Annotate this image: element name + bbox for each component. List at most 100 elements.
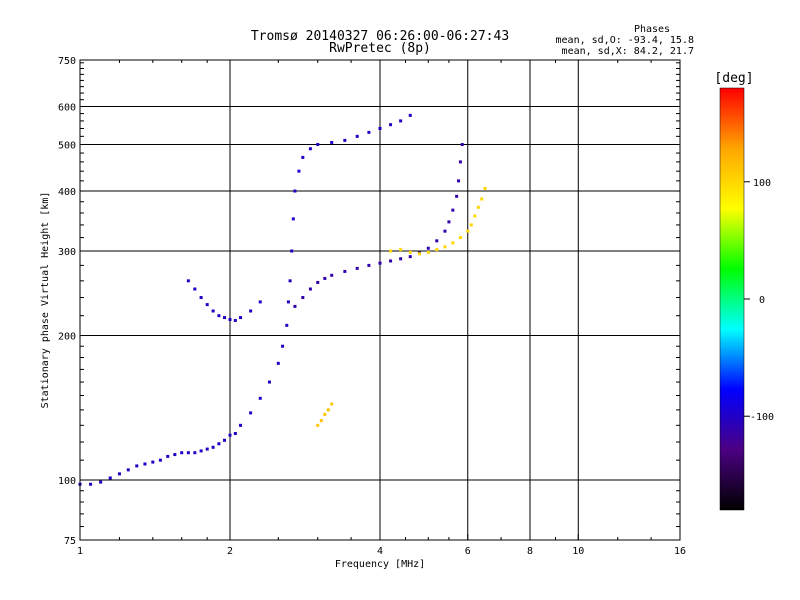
- data-point: [323, 276, 327, 280]
- colorbar-tick-label: 100: [753, 178, 771, 189]
- data-point: [330, 273, 334, 277]
- data-point: [228, 317, 232, 321]
- data-point: [276, 361, 280, 365]
- data-points: [78, 113, 487, 486]
- data-point: [458, 236, 462, 240]
- data-point: [408, 255, 412, 259]
- y-tick-label: 75: [64, 536, 76, 547]
- data-point: [286, 300, 290, 304]
- x-axis-label: Frequency [MHz]: [335, 559, 425, 570]
- data-point: [186, 451, 190, 455]
- x-tick-label: 1: [77, 546, 83, 557]
- data-point: [258, 396, 262, 400]
- data-point: [217, 314, 221, 318]
- data-point: [426, 246, 430, 250]
- data-point: [193, 451, 197, 455]
- data-point: [193, 287, 197, 291]
- data-point: [297, 169, 301, 173]
- data-point: [258, 300, 262, 304]
- data-point: [199, 296, 203, 300]
- data-point: [460, 143, 464, 147]
- data-point: [408, 250, 412, 254]
- data-point: [316, 143, 320, 147]
- data-point: [330, 140, 334, 144]
- data-point: [301, 155, 305, 159]
- data-point: [89, 482, 93, 486]
- x-tick-label: 8: [527, 546, 533, 557]
- data-point: [426, 250, 430, 254]
- data-point: [480, 197, 484, 201]
- colorbar: [719, 87, 745, 511]
- data-point: [143, 462, 147, 466]
- data-point: [223, 438, 227, 442]
- data-point: [249, 411, 253, 415]
- data-point: [443, 229, 447, 233]
- stats-heading: Phases: [634, 24, 670, 35]
- data-point: [367, 130, 371, 134]
- data-point: [343, 269, 347, 273]
- data-point: [228, 433, 232, 437]
- data-point: [186, 279, 190, 283]
- data-point: [323, 412, 327, 416]
- data-point: [99, 480, 103, 484]
- data-point: [291, 217, 295, 221]
- data-point: [151, 460, 155, 464]
- data-point: [173, 453, 177, 457]
- data-point: [435, 248, 439, 252]
- data-point: [378, 126, 382, 130]
- data-point: [211, 445, 215, 449]
- data-point: [389, 259, 393, 263]
- data-point: [211, 309, 215, 313]
- data-point: [319, 419, 323, 423]
- x-tick-label: 2: [227, 546, 233, 557]
- x-tick-label: 6: [465, 546, 471, 557]
- data-point: [135, 464, 139, 468]
- data-point: [239, 316, 243, 320]
- data-point: [389, 249, 393, 253]
- data-point: [293, 304, 297, 308]
- data-point: [457, 179, 461, 183]
- x-axis: 1 2 4 6 8 10 16: [77, 60, 686, 557]
- y-tick-label: 400: [58, 187, 76, 198]
- data-point: [205, 447, 209, 451]
- data-point: [389, 123, 393, 127]
- data-point: [281, 344, 285, 348]
- data-point: [158, 458, 162, 462]
- y-tick-label: 300: [58, 247, 76, 258]
- x-tick-label: 4: [377, 546, 383, 557]
- data-point: [126, 468, 130, 472]
- data-point: [290, 249, 294, 253]
- data-point: [217, 442, 221, 446]
- data-point: [483, 186, 487, 190]
- data-point: [469, 223, 473, 227]
- y-axis: 75 100 200 300 400 500 600 750: [58, 56, 680, 547]
- y-axis-label: Stationary phase Virtual Height [km]: [40, 192, 51, 409]
- data-point: [223, 316, 227, 320]
- data-point: [466, 229, 470, 233]
- data-point: [233, 318, 237, 322]
- data-point: [451, 208, 455, 212]
- data-point: [417, 252, 421, 256]
- data-point: [199, 449, 203, 453]
- y-tick-label: 750: [58, 56, 76, 67]
- chart-subtitle: RwPretec (8p): [329, 41, 431, 56]
- data-point: [367, 263, 371, 267]
- stats-line-o: mean, sd,O: -93.4, 15.8: [556, 35, 694, 46]
- x-tick-label: 16: [674, 546, 686, 557]
- data-point: [473, 214, 477, 218]
- data-point: [399, 119, 403, 123]
- data-point: [293, 189, 297, 193]
- data-point: [399, 248, 403, 252]
- data-point: [378, 261, 382, 265]
- data-point: [233, 432, 237, 436]
- colorbar-tick-label: -100: [750, 412, 774, 423]
- y-tick-label: 200: [58, 332, 76, 343]
- colorbar-tick-label: 0: [759, 295, 765, 306]
- data-point: [108, 476, 112, 480]
- data-point: [117, 472, 121, 476]
- data-point: [451, 241, 455, 245]
- data-point: [316, 280, 320, 284]
- data-point: [249, 309, 253, 313]
- data-point: [399, 257, 403, 261]
